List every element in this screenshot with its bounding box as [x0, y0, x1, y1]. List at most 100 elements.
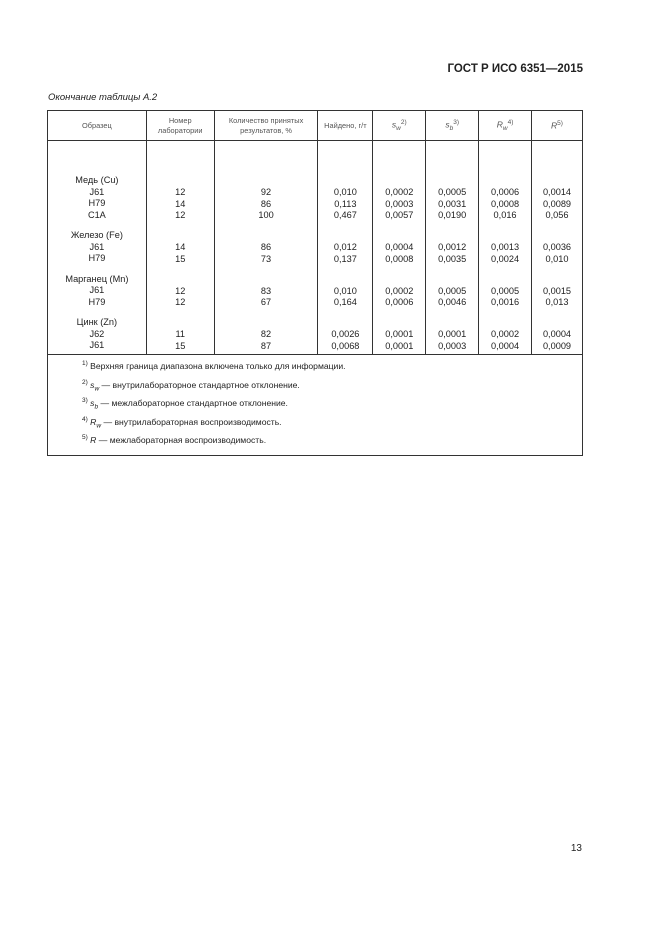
column-header: Найдено, г/т	[317, 110, 374, 141]
footnote: 3) sb — межлабораторное стандартное откл…	[82, 395, 582, 414]
footnote-text: Верхняя граница диапазона включена тольк…	[90, 360, 346, 371]
cell-value: H79	[88, 198, 106, 208]
cell-value: 15	[175, 340, 186, 351]
footnote-text: — внутрилабораторная воспроизводимость.	[101, 416, 282, 427]
cell-value: 92	[260, 187, 272, 197]
results-table: Образец Номер лаборатории Количество приня…	[47, 110, 583, 456]
footnote-mark: 4)	[507, 118, 514, 126]
cell-value: 0,0009	[542, 340, 572, 351]
cell-value: 0,0190	[438, 210, 467, 220]
cell-value: 100	[258, 210, 274, 220]
cell-value: J61	[89, 241, 105, 252]
cell-value: 0,0006	[491, 187, 520, 197]
column-cell: 0,010 0,113 0,467 0,012 0,137 0,010 0,164 0,002…	[317, 140, 374, 355]
cell-value: 0,056	[545, 210, 569, 220]
cell-value: 0,010	[333, 187, 357, 197]
cell-value: 0,113	[334, 198, 357, 209]
column-header-label: R	[496, 119, 503, 129]
cell-value: 0,0001	[385, 329, 414, 339]
cell-value: 0,0068	[331, 340, 360, 351]
cell-value: 0,016	[493, 210, 517, 220]
cell-value: 12	[175, 187, 186, 197]
footnote: 1) Верхняя граница диапазона включена то…	[82, 358, 582, 377]
cell-value: 0,0046	[438, 297, 467, 307]
column-header-label: s	[445, 119, 450, 129]
cell-value: 67	[260, 297, 272, 307]
cell-value: 0,0031	[438, 198, 467, 209]
footnote-text: — межлабораторное стандартное отклонение…	[98, 398, 288, 409]
footnote-mark: 5)	[557, 120, 563, 128]
cell-value: 0,013	[545, 297, 569, 307]
footnote: 5) R — межлабораторная воспроизводимость…	[82, 432, 582, 451]
table-footnotes: 1) Верхняя граница диапазона включена то…	[47, 354, 583, 456]
column-header: sb3)	[425, 110, 480, 141]
group-title: Цинк (Zn)	[76, 317, 118, 327]
cell-value: 0,0035	[438, 253, 467, 264]
cell-value: 0,0005	[438, 187, 467, 197]
column-cell: 0,0002 0,0003 0,0057 0,0004 0,0008 0,0002 0,00…	[372, 140, 427, 355]
table-caption: Окончание таблицы А.2	[48, 92, 158, 103]
cell-value: 82	[260, 329, 272, 339]
cell-value: 0,0008	[491, 198, 520, 209]
column-header: sw2)	[372, 110, 427, 141]
cell-value: 0,0003	[385, 198, 414, 209]
footnote-mark: 3)	[82, 397, 88, 405]
cell-value: 0,010	[333, 285, 357, 296]
table-body: Медь (Cu) J61 H79 C1A Железо (Fe) J61 H79 Марга…	[47, 140, 583, 355]
footnote: 4) Rw — внутрилабораторная воспроизводим…	[82, 414, 582, 433]
table-header-row: Образец Номер лаборатории Количество приня…	[47, 110, 583, 141]
cell-value: 0,0004	[542, 329, 572, 339]
footnote-mark: 3)	[453, 118, 459, 126]
footnote-mark: 4)	[82, 415, 88, 423]
footnote-mark: 2)	[400, 118, 407, 126]
cell-value: 87	[260, 340, 272, 351]
cell-value: 12	[175, 285, 186, 296]
cell-value: J61	[89, 186, 105, 197]
cell-value: 0,0036	[542, 242, 572, 252]
column-cell: 0,0006 0,0008 0,016 0,0013 0,0024 0,0005 0,001…	[478, 140, 532, 355]
cell-value: 0,0089	[542, 198, 572, 209]
column-cell: Медь (Cu) J61 H79 C1A Железо (Fe) J61 H79 Марга…	[47, 140, 147, 355]
group-title: Железо (Fe)	[70, 230, 123, 240]
cell-value: H79	[88, 296, 106, 307]
subscript: w	[96, 422, 102, 430]
group-title: Марганец (Mn)	[65, 273, 129, 284]
cell-value: 0,0057	[385, 210, 414, 220]
footnote: 2) sw — внутрилабораторное стандартное о…	[82, 377, 582, 396]
cell-value: 0,0004	[385, 242, 414, 252]
cell-value: 0,0008	[385, 253, 414, 264]
subscript: w	[502, 124, 508, 132]
page-number: 13	[570, 843, 582, 854]
cell-value: 0,0024	[491, 253, 520, 264]
cell-value: 0,0006	[385, 297, 414, 307]
cell-value: 0,0015	[542, 285, 572, 296]
cell-value: 14	[175, 198, 186, 209]
symbol: s	[90, 379, 95, 390]
column-header: R5)	[531, 110, 583, 141]
cell-value: 11	[175, 329, 185, 339]
cell-value: 14	[175, 242, 186, 252]
column-header: Образец	[47, 110, 147, 141]
subscript: w	[396, 124, 401, 132]
cell-value: 73	[260, 253, 272, 264]
subscript: b	[449, 124, 454, 132]
cell-value: 0,467	[333, 210, 357, 220]
cell-value: C1A	[87, 209, 106, 220]
column-header-label: R	[551, 120, 558, 131]
column-header: Rw4)	[478, 110, 532, 141]
symbol: s	[90, 398, 95, 409]
cell-value: 0,0004	[491, 340, 520, 351]
cell-value: 0,0002	[385, 187, 414, 197]
cell-value: 0,137	[333, 253, 357, 264]
column-header-label: Образец	[81, 120, 112, 130]
column-header: Количество принятых результатов, %	[213, 110, 319, 141]
cell-value: 0,0002	[385, 285, 414, 296]
cell-value: 83	[260, 285, 272, 296]
cell-value: 15	[175, 253, 186, 264]
cell-value: 0,0001	[438, 329, 467, 339]
column-header-label: Номер лаборатории	[157, 115, 203, 135]
column-cell: 92 86 100 86 73 83 67 82 87	[213, 140, 319, 355]
cell-value: 86	[260, 198, 272, 209]
cell-value: 0,0003	[438, 340, 467, 351]
